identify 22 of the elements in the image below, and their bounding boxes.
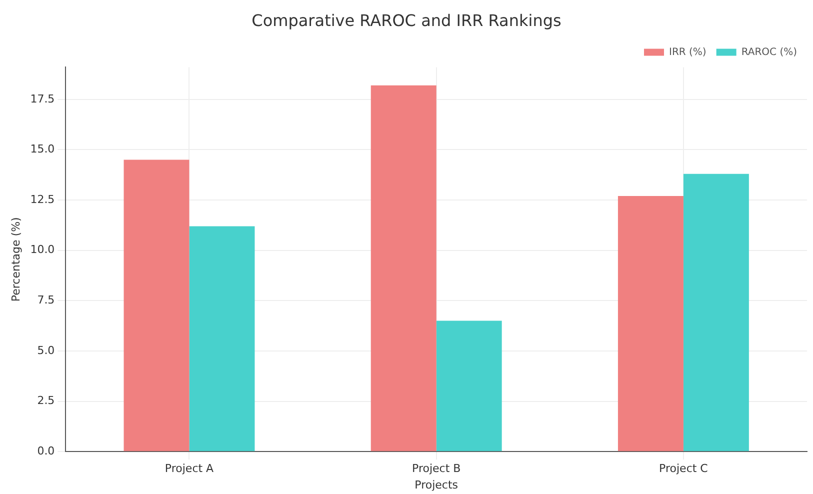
y-axis-title: Percentage (%) (9, 217, 22, 302)
bar (683, 174, 749, 452)
x-axis-title: Projects (414, 478, 458, 492)
y-tick-label: 17.5 (30, 92, 55, 106)
y-tick-label: 10.0 (30, 243, 55, 256)
x-tick-label: Project A (164, 462, 214, 476)
x-tick-label: Project B (412, 462, 461, 476)
y-tick-label: 0.0 (37, 444, 55, 458)
legend-label: IRR (%) (669, 46, 706, 58)
chart-title: Comparative RAROC and IRR Rankings (252, 10, 562, 30)
bar (436, 320, 502, 452)
bar (370, 85, 436, 452)
y-tick-label: 12.5 (30, 192, 55, 206)
bar (618, 196, 684, 452)
bar (124, 160, 190, 452)
legend-label: RAROC (%) (741, 46, 798, 58)
x-tick-label: Project C (659, 462, 708, 476)
y-tick-label: 15.0 (30, 142, 55, 156)
y-tick-label: 2.5 (37, 394, 55, 408)
y-tick-label: 5.0 (37, 344, 55, 357)
y-tick-label: 7.5 (37, 294, 55, 307)
bar (189, 226, 255, 452)
